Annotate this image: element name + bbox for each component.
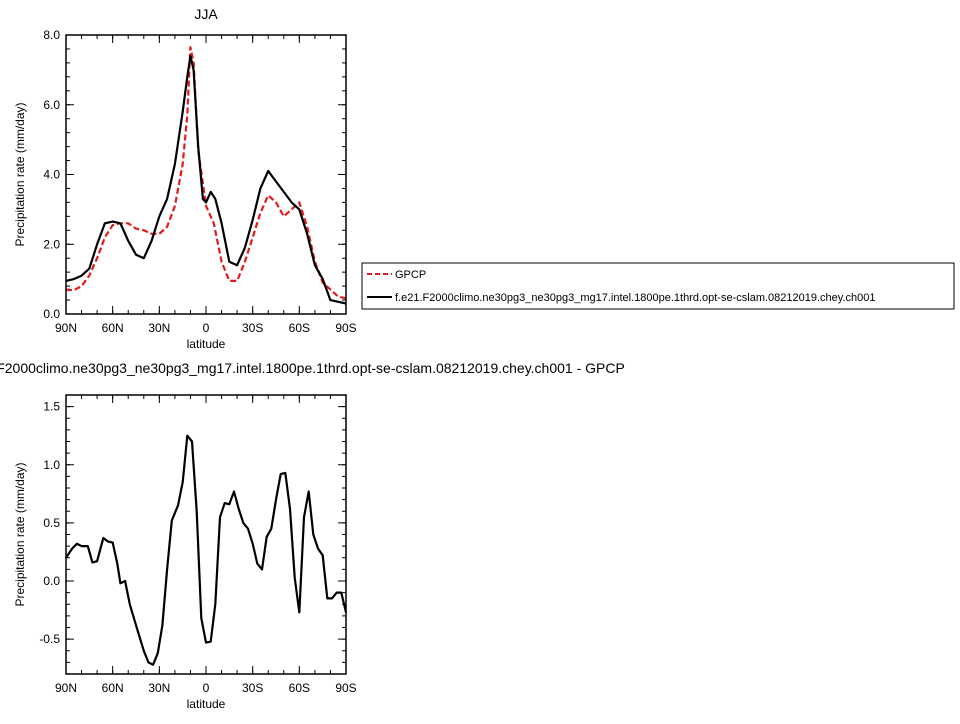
y-tick-label: 0.0 (43, 307, 60, 321)
plot-frame-0 (65, 34, 347, 315)
series-line-0-0 (65, 46, 347, 300)
y-axis-title: Precipitation rate (mm/day) (13, 462, 27, 606)
x-tick-label: 30S (242, 681, 263, 695)
x-tick-label: 30N (148, 681, 170, 695)
plots-layer: JJA 90N 60N 30N 0 30S 60S 90S 0.0 2.0 4.0 6.0 8.0 lat… (0, 6, 625, 711)
series-line-1-0 (65, 434, 348, 666)
x-tick-label: 90S (335, 321, 356, 335)
chart-panel-0: JJA 90N 60N 30N 0 30S 60S 90S 0.0 2.0 4.0 6.0 8.0 lat… (13, 6, 357, 351)
x-tick-label: 0 (203, 681, 210, 695)
x-tick-label: 0 (203, 321, 210, 335)
x-tick-label: 30N (148, 321, 170, 335)
y-tick-label: 2.0 (43, 237, 60, 251)
y-tick-label: 0.0 (43, 574, 60, 588)
x-axis-title: latitude (187, 697, 226, 711)
y-tick-label: 6.0 (43, 98, 60, 112)
series-line-0-1 (65, 54, 347, 305)
chart-title-1: f.e21.F2000climo.ne30pg3_ne30pg3_mg17.in… (0, 360, 625, 376)
y-tick-label: 0.5 (43, 516, 60, 530)
legend-box (361, 262, 955, 310)
chart-panel-1: f.e21.F2000climo.ne30pg3_ne30pg3_mg17.in… (0, 360, 625, 711)
plot-frame-1 (65, 394, 347, 675)
x-tick-label: 30S (242, 321, 263, 335)
y-tick-label: 1.5 (43, 400, 60, 414)
y-tick-label: -0.5 (39, 632, 60, 646)
x-tick-label: 90S (335, 681, 356, 695)
x-tick-label: 60S (289, 681, 310, 695)
y-tick-label: 8.0 (43, 28, 60, 42)
legend-label-gpcp: GPCP (395, 269, 426, 281)
legend: GPCP f.e21.F2000climo.ne30pg3_ne30pg3_mg… (361, 262, 955, 310)
x-axis-title: latitude (187, 337, 226, 351)
x-tick-label: 60N (102, 681, 124, 695)
x-tick-label: 90N (55, 681, 77, 695)
x-tick-label: 60N (102, 321, 124, 335)
y-axis-title: Precipitation rate (mm/day) (13, 102, 27, 246)
chart-title-0: JJA (194, 6, 218, 22)
y-tick-label: 4.0 (43, 168, 60, 182)
x-tick-label: 90N (55, 321, 77, 335)
legend-label-model: f.e21.F2000climo.ne30pg3_ne30pg3_mg17.in… (395, 292, 875, 304)
y-tick-label: 1.0 (43, 458, 60, 472)
x-tick-label: 60S (289, 321, 310, 335)
